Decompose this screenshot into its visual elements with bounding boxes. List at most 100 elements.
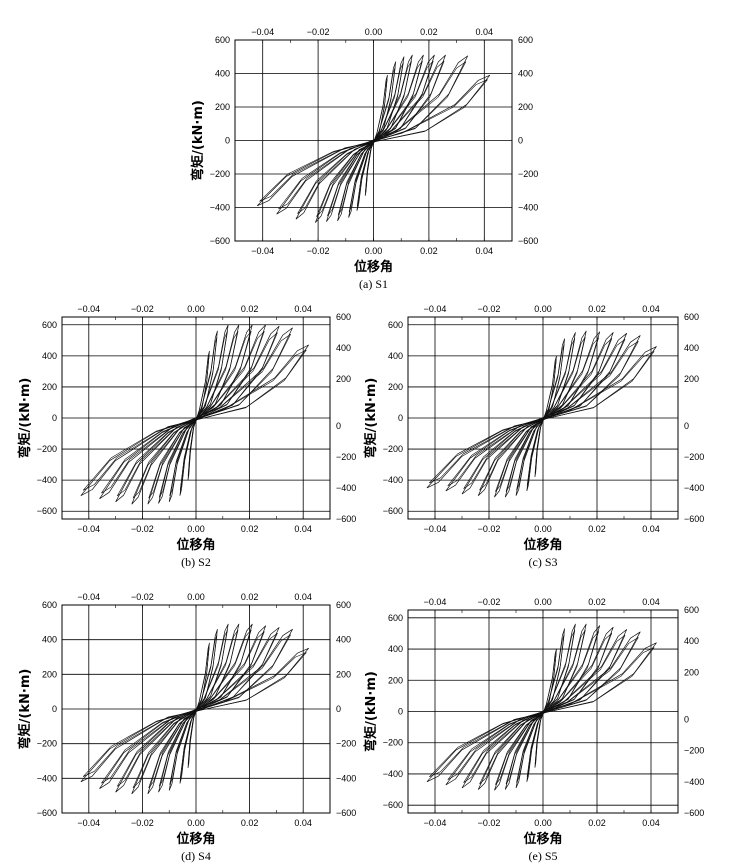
x-tick-label-top: 0.00 bbox=[534, 304, 552, 314]
hysteresis-loop-repeat bbox=[101, 634, 291, 784]
x-tick-label-top: −0.04 bbox=[251, 27, 274, 37]
x-tick-label-bottom: −0.04 bbox=[77, 524, 100, 534]
hysteresis-loop bbox=[445, 631, 641, 786]
y-tick-label-right: −400 bbox=[518, 203, 538, 213]
x-tick-label-top: −0.02 bbox=[131, 304, 154, 314]
x-tick-label-top: −0.04 bbox=[77, 592, 100, 602]
y-tick-label-left: 400 bbox=[215, 69, 230, 79]
x-tick-label-top: 0.04 bbox=[642, 597, 660, 607]
hysteresis-loop-repeat bbox=[348, 62, 404, 213]
y-tick-label-right: −200 bbox=[684, 746, 704, 756]
hysteresis-loop bbox=[426, 642, 657, 783]
x-tick-label-bottom: −0.04 bbox=[424, 524, 447, 534]
y-tick-label-left: 200 bbox=[215, 102, 230, 112]
hysteresis-loop-repeat bbox=[179, 336, 218, 491]
hysteresis-loop bbox=[131, 625, 267, 795]
x-tick-label-top: 0.04 bbox=[642, 304, 660, 314]
hysteresis-loops bbox=[256, 54, 491, 223]
y-axis-label: 弯矩/(kN·m) bbox=[17, 669, 33, 750]
hysteresis-loop bbox=[115, 325, 280, 503]
y-tick-label-right: 200 bbox=[684, 667, 699, 677]
y-tick-label-right: −200 bbox=[336, 739, 356, 749]
y-tick-label-right: −200 bbox=[518, 169, 538, 179]
y-tick-label-right: 0 bbox=[518, 136, 523, 146]
x-tick-label-top: −0.04 bbox=[424, 304, 447, 314]
y-tick-label-left: 0 bbox=[398, 413, 403, 423]
x-tick-label-bottom: 0.04 bbox=[642, 524, 660, 534]
y-tick-label-left: −200 bbox=[37, 444, 57, 454]
y-tick-label-right: 600 bbox=[684, 605, 699, 615]
y-tick-label-right: 0 bbox=[684, 715, 689, 725]
panel-s2: −0.04 −0.04 −0.02 −0.02 0.00 0.00 0.02 0.02 0.04… bbox=[17, 304, 356, 569]
hysteresis-loop bbox=[99, 628, 293, 789]
hysteresis-loop bbox=[426, 346, 657, 489]
x-axis-label: 位移角 bbox=[354, 259, 393, 275]
y-tick-label-right: −200 bbox=[336, 452, 356, 462]
y-tick-label-left: 200 bbox=[42, 669, 57, 679]
y-tick-label-left: 400 bbox=[388, 351, 403, 361]
y-axis-label: 弯矩/(kN·m) bbox=[190, 100, 206, 181]
y-tick-label-right: −600 bbox=[336, 808, 356, 818]
y-axis-label: 弯矩/(kN·m) bbox=[17, 378, 33, 459]
hysteresis-loop bbox=[445, 335, 641, 492]
hysteresis-loop-repeat bbox=[278, 61, 467, 210]
x-tick-label-bottom: 0.04 bbox=[294, 818, 312, 828]
hysteresis-loop-repeat bbox=[132, 631, 265, 789]
x-tick-label-top: 0.00 bbox=[187, 592, 205, 602]
x-tick-label-bottom: 0.02 bbox=[241, 818, 259, 828]
x-tick-label-top: 0.00 bbox=[534, 597, 552, 607]
y-axis-label: 弯矩/(kN·m) bbox=[363, 671, 379, 752]
x-tick-label-bottom: −0.04 bbox=[424, 818, 447, 828]
hysteresis-loop-repeat bbox=[101, 333, 291, 494]
hysteresis-loop-repeat bbox=[169, 331, 228, 497]
x-tick-label-top: 0.02 bbox=[420, 27, 438, 37]
y-tick-label-right: 200 bbox=[336, 669, 351, 679]
hysteresis-loops bbox=[80, 623, 309, 795]
y-tick-label-right: 400 bbox=[684, 343, 699, 353]
x-axis-label: 位移角 bbox=[176, 831, 215, 847]
hysteresis-loop bbox=[477, 626, 614, 790]
hysteresis-loop-repeat bbox=[356, 67, 396, 206]
y-tick-label-left: −400 bbox=[37, 773, 57, 783]
y-tick-label-right: 600 bbox=[518, 35, 533, 45]
y-tick-label-right: −400 bbox=[684, 777, 704, 787]
hysteresis-loop-repeat bbox=[316, 60, 434, 218]
hysteresis-loop-repeat bbox=[505, 336, 586, 492]
y-tick-label-left: −600 bbox=[210, 236, 230, 246]
hysteresis-loop bbox=[80, 344, 309, 497]
y-tick-label-left: 0 bbox=[225, 136, 230, 146]
hysteresis-loop-repeat bbox=[463, 635, 626, 783]
y-tick-label-left: −200 bbox=[383, 738, 403, 748]
x-tick-label-bottom: 0.04 bbox=[294, 524, 312, 534]
y-tick-label-right: 600 bbox=[336, 600, 351, 610]
hysteresis-loop-repeat bbox=[116, 332, 278, 497]
hysteresis-loop-repeat bbox=[526, 344, 565, 486]
x-tick-label-top: 0.02 bbox=[241, 304, 259, 314]
x-tick-label-bottom: 0.00 bbox=[534, 818, 552, 828]
y-tick-label-right: 200 bbox=[684, 374, 699, 384]
hysteresis-loop-repeat bbox=[495, 337, 599, 492]
x-axis-label: 位移角 bbox=[176, 537, 215, 553]
hysteresis-loop-repeat bbox=[428, 351, 655, 484]
hysteresis-loop bbox=[80, 647, 309, 783]
x-tick-label-bottom: −0.02 bbox=[478, 818, 501, 828]
hysteresis-loop-repeat bbox=[505, 629, 586, 785]
x-tick-label-bottom: 0.00 bbox=[534, 524, 552, 534]
x-tick-label-top: 0.04 bbox=[294, 304, 312, 314]
y-tick-label-left: −400 bbox=[210, 203, 230, 213]
panel-s1: −0.04 −0.04 −0.02 −0.02 0.00 0.00 0.02 0.02 0.04… bbox=[190, 27, 538, 291]
x-tick-label-bottom: 0.04 bbox=[476, 246, 494, 256]
y-tick-label-left: 200 bbox=[388, 675, 403, 685]
hysteresis-loop-repeat bbox=[327, 60, 423, 217]
hysteresis-loop-repeat bbox=[428, 647, 655, 778]
panel-caption: (c) S3 bbox=[529, 555, 558, 569]
hysteresis-loop-repeat bbox=[447, 341, 639, 487]
x-tick-label-bottom: 0.02 bbox=[588, 524, 606, 534]
hysteresis-loop-repeat bbox=[479, 338, 613, 491]
x-tick-label-top: 0.00 bbox=[365, 27, 383, 37]
y-tick-label-right: −400 bbox=[684, 483, 704, 493]
x-tick-label-bottom: 0.02 bbox=[420, 246, 438, 256]
y-tick-label-left: 600 bbox=[388, 320, 403, 330]
x-tick-label-bottom: 0.02 bbox=[241, 524, 259, 534]
